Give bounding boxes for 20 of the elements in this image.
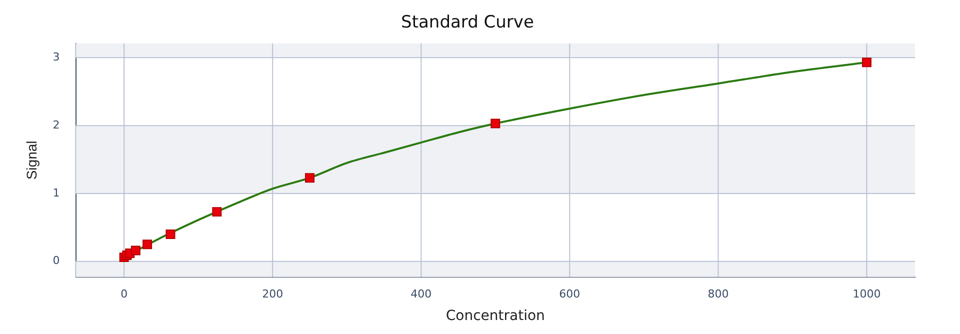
point [304,173,314,183]
x-tick-label: 200 [262,287,284,300]
y-tick-label: 3 [52,50,60,64]
x-tick-label: 400 [410,287,432,300]
point [130,246,140,256]
point [212,207,222,217]
point [166,229,176,239]
y-axis-title: Signal [23,140,40,180]
x-axis-title: Concentration [446,308,545,324]
x-tick-label: 600 [559,287,580,300]
y-tick-label: 1 [52,186,60,200]
x-tick-label: 800 [708,287,729,300]
chart-title: Standard Curve [401,12,534,33]
y-tick-label: 2 [52,118,60,132]
y-tick-label: 0 [52,254,60,268]
point [490,118,500,128]
x-tick-label: 1000 [852,287,881,300]
point [142,240,152,250]
point [862,58,872,68]
x-tick-label: 0 [120,287,128,300]
